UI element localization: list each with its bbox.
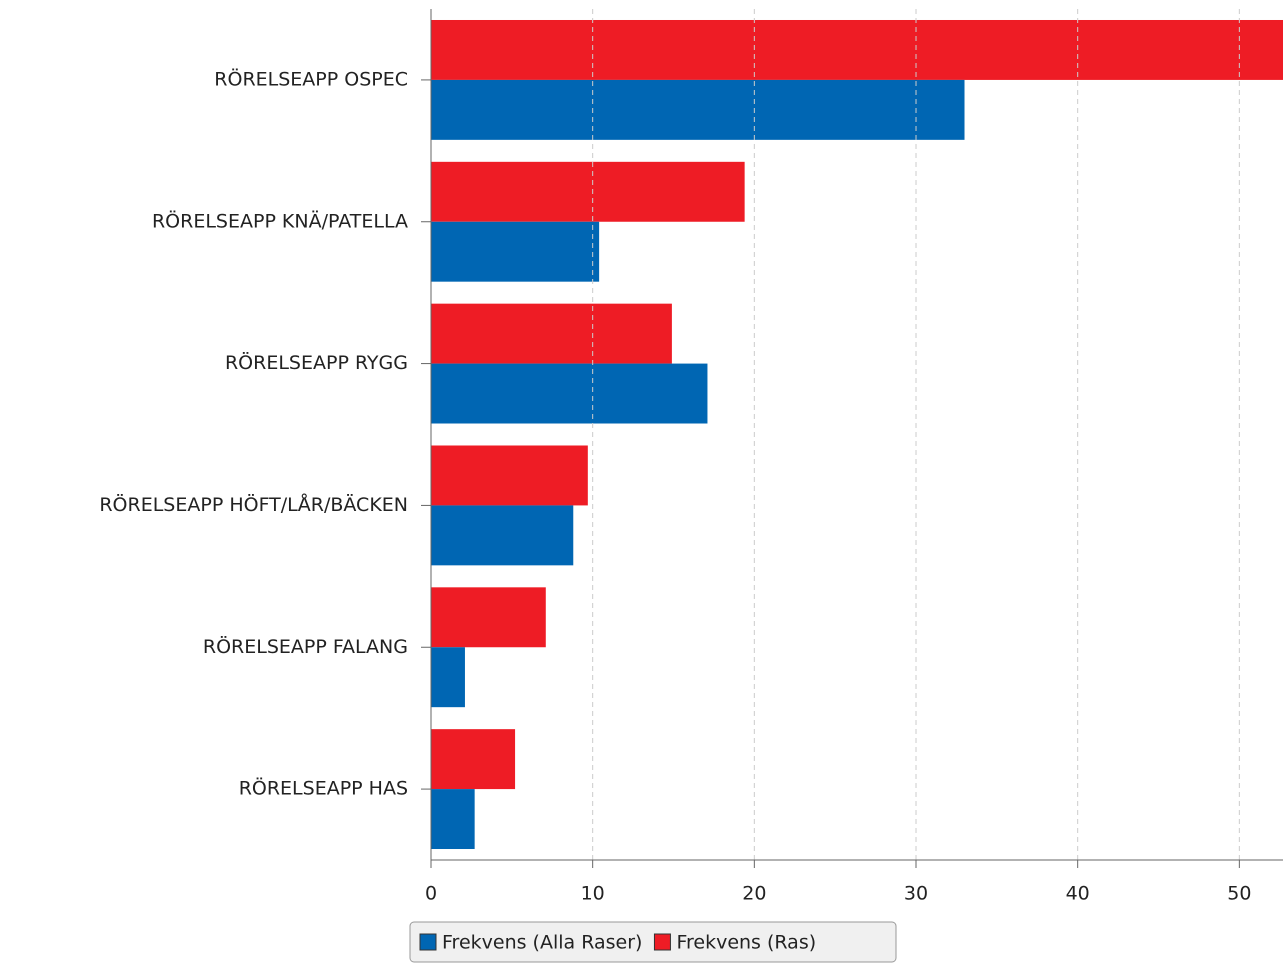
- y-tick-label: RÖRELSEAPP OSPEC: [214, 67, 408, 90]
- bar: [431, 221, 600, 282]
- bar: [431, 19, 1283, 80]
- x-tick-label: 20: [742, 883, 766, 905]
- bar: [431, 587, 546, 648]
- y-tick-label: RÖRELSEAPP FALANG: [203, 635, 408, 658]
- bar: [431, 445, 588, 506]
- bar: [431, 647, 465, 708]
- bar: [431, 789, 475, 850]
- bar: [431, 505, 574, 566]
- x-tick-label: 40: [1066, 883, 1090, 905]
- bar: [431, 161, 745, 222]
- plot-area: [431, 19, 1283, 850]
- y-tick-label: RÖRELSEAPP HÖFT/LÅR/BÄCKEN: [99, 493, 408, 516]
- bar: [431, 79, 965, 140]
- y-tick-label: RÖRELSEAPP RYGG: [225, 351, 408, 374]
- legend-swatch: [653, 933, 671, 951]
- y-tick-label: RÖRELSEAPP KNÄ/PATELLA: [152, 209, 408, 232]
- bar: [431, 363, 708, 424]
- x-tick-label: 10: [581, 883, 605, 905]
- legend-swatch: [419, 933, 437, 951]
- x-tick-label: 30: [904, 883, 928, 905]
- y-tick-label: RÖRELSEAPP HAS: [239, 777, 408, 800]
- bar: [431, 303, 672, 364]
- legend-box: [409, 921, 897, 963]
- legend-label: Frekvens (Ras): [676, 932, 816, 954]
- x-tick-label: 50: [1227, 883, 1251, 905]
- bar: [431, 729, 516, 790]
- x-tick-label: 0: [425, 883, 437, 905]
- legend-label: Frekvens (Alla Raser): [442, 932, 642, 954]
